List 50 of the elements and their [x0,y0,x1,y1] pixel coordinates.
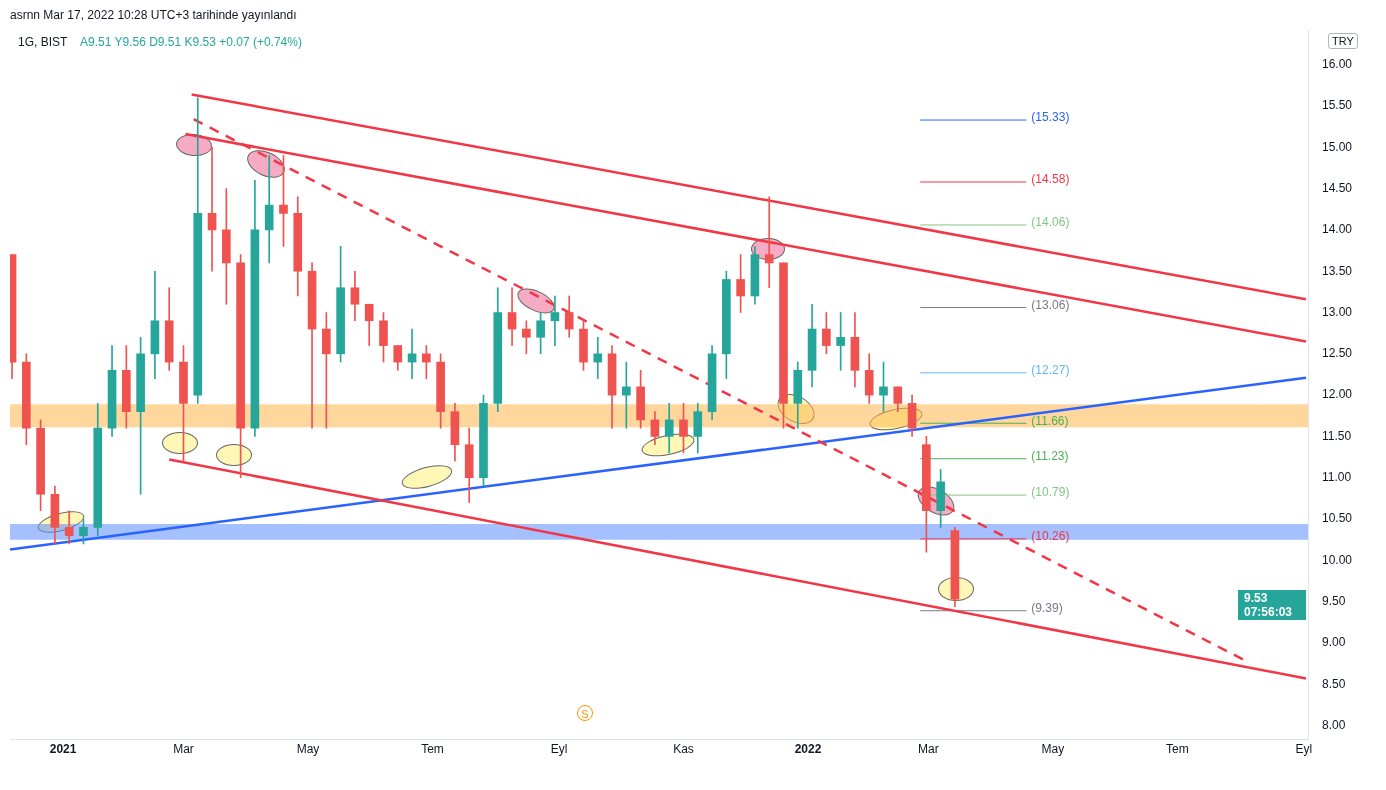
x-tick-label: Tem [421,742,444,757]
annotation: (13.06) [1031,297,1070,312]
chart-title: 1G, BIST [18,35,68,49]
x-tick-label: Mar [173,742,194,757]
annotation: 07:56:03 [1244,604,1293,619]
y-tick-label: 8.00 [1322,717,1346,732]
x-tick-label: 2021 [49,742,77,757]
annotation: (14.06) [1031,215,1070,230]
candlestick [593,336,603,379]
y-tick-label: 8.50 [1322,676,1346,691]
candlestick [764,196,774,289]
x-tick-label: Tem [1166,742,1189,757]
y-tick-label: 15.50 [1322,98,1353,113]
candlestick [550,295,560,346]
chart-subtitle: A9.51 Y9.56 D9.51 K9.53 +0.07 (+0.74%) [80,35,302,49]
candlestick [264,155,274,264]
y-tick-label: 10.50 [1322,511,1353,526]
text: asrnn Mar 17, 2022 10:28 UTC+3 tarihinde yayınlandı [10,8,297,22]
annotation: (15.33) [1031,110,1070,125]
y-tick-label: 13.00 [1322,304,1353,319]
x-tick-label: Eyl [550,742,568,757]
annotation: 9.53 [1244,590,1268,605]
x-tick-label: May [1041,742,1065,757]
annotation: (10.79) [1031,485,1070,500]
x-tick-label: May [296,742,320,757]
y-tick-label: 10.00 [1322,552,1353,567]
y-tick-label: 14.00 [1322,222,1353,237]
annotation: (11.23) [1031,449,1069,464]
x-tick-label: Mar [918,742,939,757]
annotation: (12.27) [1031,363,1070,378]
x-tick-label: 2022 [794,742,822,757]
y-tick-label: 16.00 [1322,57,1353,72]
candlestick [407,328,417,379]
candlestick [207,146,217,272]
x-tick-label: Kas [673,742,694,757]
annotation: (9.39) [1031,601,1063,616]
y-tick-label: 14.50 [1322,180,1353,195]
y-tick-label: 9.00 [1322,635,1346,650]
y-tick-label: 15.00 [1322,139,1353,154]
annotation: (14.58) [1031,172,1070,187]
text: TRY [1328,33,1358,49]
x-tick-label: Eyl [1295,742,1313,757]
y-tick-label: 12.50 [1322,346,1353,361]
annotation: (11.66) [1031,413,1069,428]
y-tick-label: 12.00 [1322,387,1353,402]
y-tick-label: 11.00 [1322,470,1352,485]
annotation: (10.26) [1031,529,1070,544]
y-tick-label: 11.50 [1322,428,1352,443]
y-tick-label: 13.50 [1322,263,1353,278]
y-tick-label: 9.50 [1322,593,1346,608]
